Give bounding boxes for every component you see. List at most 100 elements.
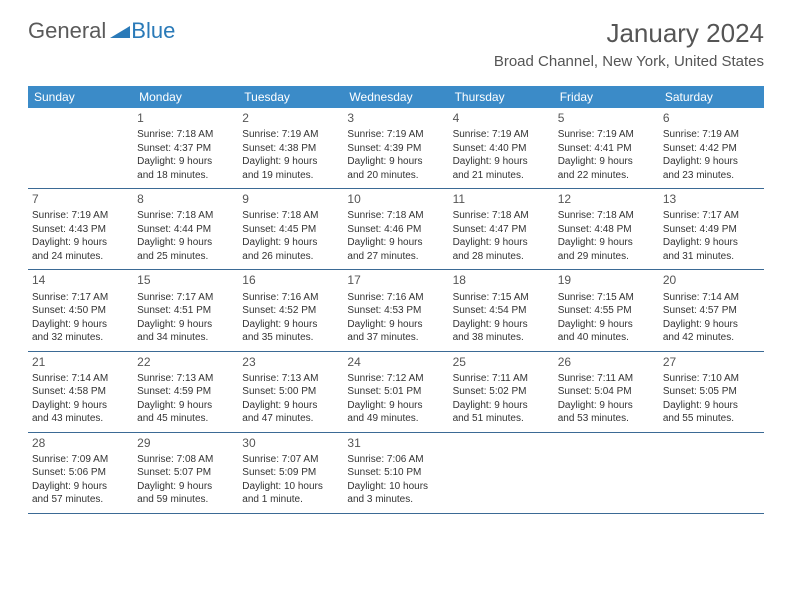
day-detail-line: and 18 minutes. — [137, 169, 234, 183]
day-detail-line: Daylight: 9 hours — [32, 399, 129, 413]
day-detail-line: Sunset: 4:58 PM — [32, 385, 129, 399]
day-detail-line: Sunrise: 7:15 AM — [453, 291, 550, 305]
day-detail-line: Sunrise: 7:19 AM — [663, 128, 760, 142]
day-cell: 16Sunrise: 7:16 AMSunset: 4:52 PMDayligh… — [238, 270, 343, 350]
day-number: 16 — [242, 272, 339, 288]
day-detail-line: Sunset: 4:42 PM — [663, 142, 760, 156]
day-cell: 3 Sunrise: 7:19 AMSunset: 4:39 PMDaylight… — [343, 108, 448, 188]
day-detail-line: Sunrise: 7:08 AM — [137, 453, 234, 467]
day-detail-line: Sunrise: 7:18 AM — [347, 209, 444, 223]
day-detail-line: and 55 minutes. — [663, 412, 760, 426]
week-row: 7Sunrise: 7:19 AMSunset: 4:43 PMDaylight… — [28, 189, 764, 270]
day-detail-line: Daylight: 10 hours — [347, 480, 444, 494]
day-cell: 1Sunrise: 7:18 AMSunset: 4:37 PMDaylight… — [133, 108, 238, 188]
day-number: 11 — [453, 191, 550, 207]
day-detail-line: Sunset: 4:54 PM — [453, 304, 550, 318]
day-detail-line: Daylight: 9 hours — [137, 399, 234, 413]
day-number: 15 — [137, 272, 234, 288]
day-cell: 11Sunrise: 7:18 AMSunset: 4:47 PMDayligh… — [449, 189, 554, 269]
day-detail-line: Sunrise: 7:14 AM — [663, 291, 760, 305]
day-detail-line: Sunset: 4:53 PM — [347, 304, 444, 318]
day-detail-line: and 26 minutes. — [242, 250, 339, 264]
day-detail-line: and 35 minutes. — [242, 331, 339, 345]
day-detail-line: Sunrise: 7:16 AM — [242, 291, 339, 305]
day-detail-line: Daylight: 9 hours — [558, 236, 655, 250]
day-cell: 31Sunrise: 7:06 AMSunset: 5:10 PMDayligh… — [343, 433, 448, 513]
weekday-header: Wednesday — [343, 86, 448, 108]
day-detail-line: Sunset: 4:47 PM — [453, 223, 550, 237]
day-detail-line: Sunrise: 7:19 AM — [347, 128, 444, 142]
day-number: 23 — [242, 354, 339, 370]
day-detail-line: Daylight: 9 hours — [347, 155, 444, 169]
day-detail-line: Sunrise: 7:16 AM — [347, 291, 444, 305]
day-detail-line: Daylight: 9 hours — [663, 399, 760, 413]
day-cell: 10Sunrise: 7:18 AMSunset: 4:46 PMDayligh… — [343, 189, 448, 269]
logo-text-blue: Blue — [131, 18, 175, 44]
day-detail-line: Daylight: 9 hours — [663, 236, 760, 250]
day-number: 13 — [663, 191, 760, 207]
day-detail-line: Sunrise: 7:09 AM — [32, 453, 129, 467]
day-cell: 25Sunrise: 7:11 AMSunset: 5:02 PMDayligh… — [449, 352, 554, 432]
day-detail-line: Daylight: 9 hours — [137, 236, 234, 250]
day-detail-line: Daylight: 10 hours — [242, 480, 339, 494]
day-detail-line: and 37 minutes. — [347, 331, 444, 345]
day-cell — [449, 433, 554, 513]
weekday-header: Sunday — [28, 86, 133, 108]
day-number: 6 — [663, 110, 760, 126]
day-detail-line: Sunset: 4:38 PM — [242, 142, 339, 156]
day-detail-line: Sunrise: 7:17 AM — [663, 209, 760, 223]
day-detail-line: Daylight: 9 hours — [32, 480, 129, 494]
day-number: 19 — [558, 272, 655, 288]
day-detail-line: Daylight: 9 hours — [137, 155, 234, 169]
day-number: 22 — [137, 354, 234, 370]
day-detail-line: Sunset: 5:01 PM — [347, 385, 444, 399]
day-detail-line: Sunset: 5:00 PM — [242, 385, 339, 399]
day-detail-line: Sunrise: 7:18 AM — [453, 209, 550, 223]
day-detail-line: Sunset: 4:55 PM — [558, 304, 655, 318]
day-detail-line: and 21 minutes. — [453, 169, 550, 183]
day-detail-line: Daylight: 9 hours — [347, 399, 444, 413]
day-detail-line: Daylight: 9 hours — [663, 155, 760, 169]
day-detail-line: Daylight: 9 hours — [453, 318, 550, 332]
day-detail-line: Daylight: 9 hours — [137, 318, 234, 332]
day-detail-line: Sunrise: 7:19 AM — [558, 128, 655, 142]
day-detail-line: Sunset: 5:07 PM — [137, 466, 234, 480]
day-detail-line: Daylight: 9 hours — [242, 318, 339, 332]
day-detail-line: Sunset: 4:40 PM — [453, 142, 550, 156]
day-detail-line: Sunset: 5:09 PM — [242, 466, 339, 480]
day-detail-line: and 23 minutes. — [663, 169, 760, 183]
day-number: 10 — [347, 191, 444, 207]
day-detail-line: Sunset: 4:45 PM — [242, 223, 339, 237]
day-detail-line: Daylight: 9 hours — [558, 155, 655, 169]
day-detail-line: Sunrise: 7:18 AM — [242, 209, 339, 223]
day-number: 31 — [347, 435, 444, 451]
day-detail-line: Sunset: 5:05 PM — [663, 385, 760, 399]
day-detail-line: Daylight: 9 hours — [137, 480, 234, 494]
day-cell: 28Sunrise: 7:09 AMSunset: 5:06 PMDayligh… — [28, 433, 133, 513]
day-cell: 5Sunrise: 7:19 AMSunset: 4:41 PMDaylight… — [554, 108, 659, 188]
day-detail-line: Daylight: 9 hours — [347, 236, 444, 250]
day-detail-line: and 51 minutes. — [453, 412, 550, 426]
day-number: 3 — [347, 110, 444, 126]
day-detail-line: Sunset: 4:39 PM — [347, 142, 444, 156]
calendar-grid: Sunday Monday Tuesday Wednesday Thursday… — [28, 86, 764, 514]
day-detail-line: Sunset: 4:57 PM — [663, 304, 760, 318]
day-detail-line: Daylight: 9 hours — [453, 399, 550, 413]
day-cell: 7Sunrise: 7:19 AMSunset: 4:43 PMDaylight… — [28, 189, 133, 269]
day-detail-line: Sunset: 5:04 PM — [558, 385, 655, 399]
day-detail-line: and 28 minutes. — [453, 250, 550, 264]
day-detail-line: Sunset: 4:59 PM — [137, 385, 234, 399]
day-cell: 12Sunrise: 7:18 AMSunset: 4:48 PMDayligh… — [554, 189, 659, 269]
day-detail-line: Sunrise: 7:12 AM — [347, 372, 444, 386]
day-detail-line: Sunrise: 7:06 AM — [347, 453, 444, 467]
weekday-header: Tuesday — [238, 86, 343, 108]
day-detail-line: Sunrise: 7:17 AM — [32, 291, 129, 305]
day-number: 12 — [558, 191, 655, 207]
day-number: 2 — [242, 110, 339, 126]
logo-triangle-icon — [110, 18, 130, 44]
day-detail-line: Sunset: 4:50 PM — [32, 304, 129, 318]
day-number: 29 — [137, 435, 234, 451]
day-detail-line: Sunset: 5:06 PM — [32, 466, 129, 480]
day-cell: 13Sunrise: 7:17 AMSunset: 4:49 PMDayligh… — [659, 189, 764, 269]
day-detail-line: and 31 minutes. — [663, 250, 760, 264]
